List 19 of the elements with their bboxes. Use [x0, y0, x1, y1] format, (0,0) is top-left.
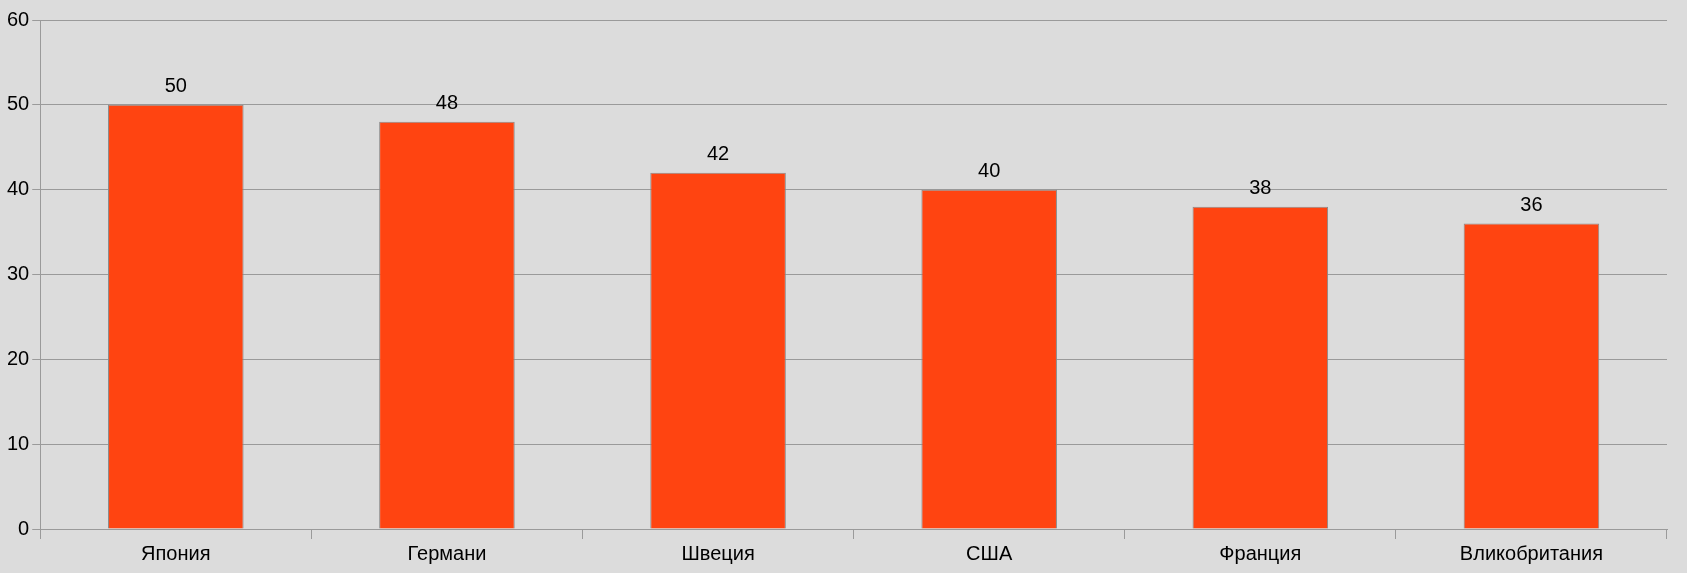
x-tick-label: Швеция — [681, 541, 755, 564]
y-tick-label: 10 — [7, 431, 30, 454]
data-label: 36 — [1520, 193, 1543, 216]
data-label: 40 — [978, 159, 1001, 182]
y-tick-label: 30 — [7, 262, 30, 285]
y-tick-label: 20 — [7, 346, 30, 369]
data-label: 38 — [1249, 176, 1272, 199]
x-tick-label: США — [966, 541, 1013, 564]
x-tick-label: Франция — [1219, 541, 1302, 564]
data-label: 48 — [435, 91, 459, 114]
y-tick-label: 50 — [7, 92, 30, 115]
data-label: 50 — [164, 74, 187, 97]
x-tick-label: Германи — [407, 541, 487, 564]
y-tick-label: 0 — [18, 516, 30, 539]
y-tick-label: 40 — [7, 177, 30, 200]
data-label: 42 — [706, 142, 730, 165]
y-tick-label: 60 — [7, 7, 30, 30]
x-tick-label: Япония — [141, 541, 211, 564]
x-tick-label: Вликобритания — [1459, 541, 1604, 564]
